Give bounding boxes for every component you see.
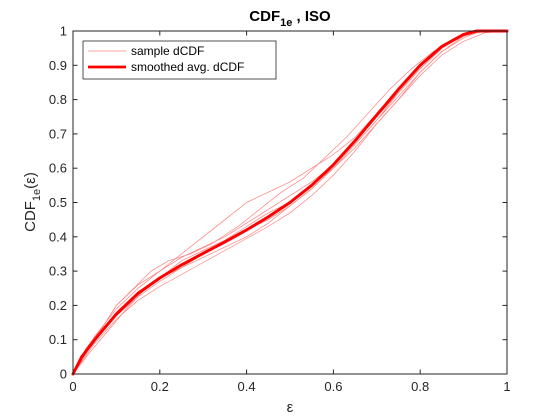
legend-label-smoothed: smoothed avg. dCDF xyxy=(131,60,244,74)
y-tick-label: 0.2 xyxy=(49,298,67,313)
chart-title-rest: , ISO xyxy=(292,8,331,25)
legend: sample dCDF smoothed avg. dCDF xyxy=(83,41,276,79)
x-axis-label: ε xyxy=(287,399,294,416)
y-tick-label: 0.5 xyxy=(49,195,67,210)
chart-title-main: CDF xyxy=(249,8,280,25)
y-tick-label: 0.8 xyxy=(49,92,67,107)
y-tick-label: 0.4 xyxy=(49,229,67,244)
y-tick-label: 0.3 xyxy=(49,264,67,279)
x-tick-label: 0.6 xyxy=(324,379,342,394)
x-tick-label: 0.2 xyxy=(151,379,169,394)
y-axis-label-rest: (ε) xyxy=(22,172,39,189)
y-tick-label: 0.1 xyxy=(49,332,67,347)
y-tick-label: 0 xyxy=(60,367,67,382)
x-tick-label: 0.4 xyxy=(238,379,256,394)
y-tick-label: 0.7 xyxy=(49,126,67,141)
x-tick-label: 1 xyxy=(503,379,510,394)
y-axis-label-main: CDF xyxy=(22,201,39,232)
x-tick-label: 0 xyxy=(69,379,76,394)
y-tick-label: 0.6 xyxy=(49,161,67,176)
chart-title-subscript: 1e xyxy=(280,17,292,29)
y-axis-label-subscript: 1e xyxy=(31,189,43,201)
y-tick-label: 0.9 xyxy=(49,58,67,73)
legend-label-sample: sample dCDF xyxy=(131,44,204,58)
y-tick-label: 1 xyxy=(60,24,67,39)
x-tick-label: 0.8 xyxy=(411,379,429,394)
